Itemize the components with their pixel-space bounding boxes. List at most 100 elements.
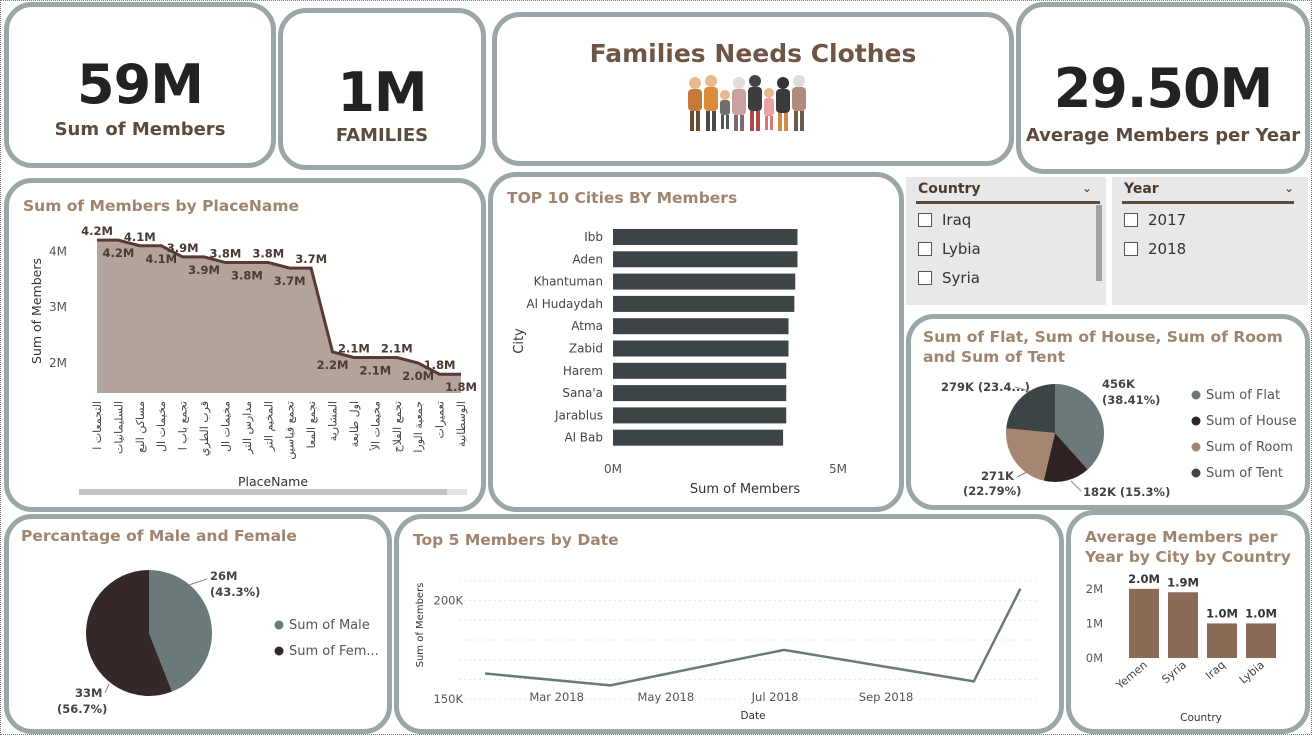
slice-label: 26M	[210, 569, 237, 583]
country-option-label: Lybia	[942, 240, 981, 258]
category-label: المشارية	[327, 401, 340, 441]
category-label: مخيمات ال	[219, 401, 232, 452]
country-bar	[1246, 623, 1276, 658]
data-label: 4.1M	[124, 230, 156, 244]
y-tick-label: 2M	[49, 356, 67, 370]
flat-pie-card[interactable]: Sum of Flat, Sum of House, Sum of Room a…	[906, 314, 1310, 510]
kpi-average-value: 29.50M	[1053, 57, 1274, 120]
y-axis-title: City	[512, 328, 527, 354]
pie-slice	[1055, 384, 1104, 470]
city-bar	[613, 318, 789, 335]
year-option[interactable]: 2017	[1124, 211, 1186, 229]
family-people	[688, 75, 806, 131]
checkbox[interactable]	[918, 213, 932, 227]
avg-bar-card[interactable]: Average Members per Year by City by Coun…	[1066, 510, 1310, 734]
city-bar	[613, 229, 798, 245]
slice-label: (22.79%)	[963, 484, 1021, 498]
city-label: Zabid	[569, 342, 603, 356]
kpi-families-value: 1M	[337, 61, 427, 124]
year-slicer[interactable]: Year ⌄ 2017 2018	[1112, 177, 1308, 305]
x-axis-title: Country	[1180, 712, 1222, 724]
banner-title: Families Needs Clothes	[589, 39, 917, 68]
category-label: تجمع الفلاح	[391, 401, 404, 453]
banner-card: Families Needs Clothes	[492, 12, 1014, 166]
slice-label: (56.7%)	[57, 702, 107, 716]
category-label: Yemen	[1113, 658, 1150, 692]
data-label: 3.7M	[274, 274, 306, 288]
kpi-average-label: Average Members per Year	[1025, 125, 1301, 146]
category-label: مدارس التر	[241, 401, 254, 455]
city-label: Khantuman	[534, 275, 603, 289]
data-label: 4.1M	[145, 252, 177, 266]
y-tick-label: 0M	[1086, 651, 1103, 665]
legend-label: Sum of Room	[1206, 440, 1293, 455]
city-label: Al Hudaydah	[526, 297, 603, 311]
y-tick-label: 4M	[49, 244, 67, 258]
legend-label: Sum of House	[1206, 414, 1297, 429]
slice-label: 182K (15.3%)	[1083, 485, 1170, 499]
kpi-card-average[interactable]: 29.50M Average Members per Year	[1016, 2, 1310, 174]
data-label: 3.8M	[210, 247, 242, 261]
country-option-label: Iraq	[942, 211, 972, 229]
cities-chart-card[interactable]: TOP 10 Cities BY Members Ibb Aden Khantuma…	[488, 172, 904, 512]
category-label: جمعية الورا	[412, 401, 425, 453]
year-option[interactable]: 2018	[1124, 240, 1186, 258]
checkbox[interactable]	[918, 271, 932, 285]
country-bar	[1207, 623, 1237, 658]
scrollbar-thumb	[79, 489, 447, 495]
data-label: 4.2M	[102, 246, 134, 260]
date-line-title: Top 5 Members by Date	[413, 531, 619, 549]
place-chart-card[interactable]: Sum of Members by PlaceName 4M 3M 2M 4.2M 4.…	[4, 178, 486, 512]
kpi-card-members[interactable]: 59M Sum of Members	[4, 2, 276, 168]
series-line	[97, 238, 461, 376]
country-bar	[1168, 592, 1198, 658]
x-tick-label: 0M	[604, 462, 622, 476]
checkbox[interactable]	[1124, 213, 1138, 227]
legend-label: Sum of Tent	[1206, 466, 1283, 481]
flat-pie-title: Sum of Flat, Sum of House, Sum of Room a…	[923, 328, 1283, 366]
gender-pie-card[interactable]: Percantage of Male and Female 26M (43.3%)…	[4, 514, 392, 734]
category-label: السليمانيات	[112, 401, 125, 454]
kpi-families-label: FAMILIES	[335, 125, 429, 146]
country-option[interactable]: Lybia	[918, 240, 981, 258]
gender-pie-title: Percantage of Male and Female	[21, 527, 297, 545]
year-option-label: 2017	[1148, 211, 1187, 229]
city-bar	[613, 251, 798, 268]
category-label: Lybia	[1237, 658, 1267, 686]
city-bar	[613, 429, 784, 446]
chevron-down-icon[interactable]: ⌄	[1082, 181, 1093, 195]
scrollbar[interactable]	[1096, 205, 1102, 281]
year-slicer-title: Year	[1124, 181, 1159, 197]
pie-slice	[1043, 433, 1088, 482]
leader-line	[1016, 470, 1030, 478]
leader-line	[1070, 480, 1082, 492]
legend-marker	[1191, 442, 1201, 452]
data-label: 2.0M	[402, 369, 434, 383]
category-label: الوسطانية	[455, 401, 468, 447]
legend-label: Sum of Flat	[1206, 388, 1280, 403]
leader-line	[188, 578, 208, 586]
flat-pie-chart: 456K (38.41%) 182K (15.3%) 271K(22.79%) 279K…	[941, 377, 1297, 499]
data-label: 1.8M	[445, 380, 477, 394]
country-slicer[interactable]: Country ⌄ Iraq Lybia Syria	[906, 177, 1106, 305]
category-label: مساكن البع	[134, 401, 147, 453]
legend-marker	[1191, 468, 1201, 478]
kpi-card-families[interactable]: 1M FAMILIES	[278, 8, 486, 170]
country-option[interactable]: Syria	[918, 269, 980, 287]
data-label: 1.9M	[1167, 575, 1199, 589]
chevron-down-icon[interactable]: ⌄	[1284, 181, 1295, 195]
checkbox[interactable]	[1124, 242, 1138, 256]
slice-label: 271K	[981, 469, 1015, 483]
x-tick-label: Jul 2018	[751, 690, 799, 704]
date-line-card[interactable]: Top 5 Members by Date 200K 150K Mar 2018 Ma…	[394, 514, 1064, 734]
city-bar	[613, 295, 795, 312]
category-label: تجمع باب ا	[177, 401, 190, 450]
city-bar	[613, 362, 787, 379]
checkbox[interactable]	[918, 242, 932, 256]
pie-slice	[149, 570, 213, 692]
avg-bar-chart: 2M 1M 0M 2.0M Yemen 1.9M Syria 1.0M Iraq 1.0M Lybi…	[1086, 572, 1277, 724]
city-bar	[613, 340, 789, 357]
country-option[interactable]: Iraq	[918, 211, 971, 229]
category-label: تجمع قباسين	[284, 401, 297, 460]
